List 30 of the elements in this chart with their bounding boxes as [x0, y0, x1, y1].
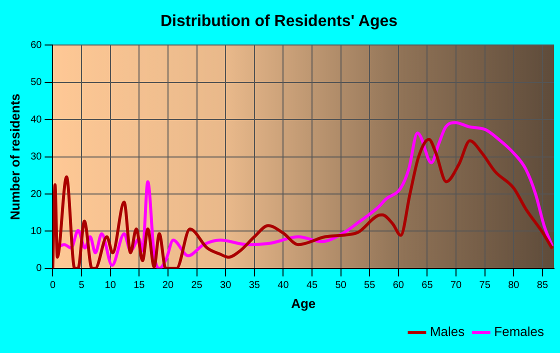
x-tick-label: 85 [536, 280, 548, 292]
y-tick-label: 0 [36, 263, 42, 274]
legend-label: Females [494, 324, 544, 340]
x-tick-label: 20 [162, 280, 174, 292]
x-tick-label: 80 [508, 280, 520, 292]
x-tick-label: 55 [364, 280, 376, 292]
x-tick-label: 5 [78, 280, 85, 292]
x-tick-label: 75 [479, 280, 491, 292]
x-tick-label: 10 [104, 280, 116, 292]
x-tick-label: 25 [191, 280, 203, 292]
y-tick-label: 50 [30, 77, 42, 88]
x-tick-label: 60 [392, 280, 404, 292]
y-tick-label: 30 [30, 152, 42, 163]
x-tick-label: 15 [134, 280, 146, 292]
x-tick-label: 35 [248, 280, 260, 292]
x-tick-label: 0 [50, 280, 56, 292]
x-tick-label: 40 [278, 280, 290, 292]
legend-label: Males [430, 324, 466, 340]
y-axis-title: Number of residents [7, 94, 22, 220]
y-tick-label: 20 [30, 188, 42, 200]
y-tick-label: 60 [30, 40, 42, 51]
x-tick-label: 45 [306, 280, 318, 292]
x-axis-title: Age [291, 296, 316, 311]
y-tick-label: 40 [30, 114, 42, 126]
x-tick-label: 70 [450, 280, 462, 292]
x-tick-label: 50 [335, 280, 347, 292]
x-tick-label: 30 [220, 280, 232, 292]
chart-title: Distribution of Residents' Ages [160, 13, 398, 30]
y-tick-label: 10 [30, 226, 42, 237]
x-tick-label: 65 [422, 280, 434, 292]
